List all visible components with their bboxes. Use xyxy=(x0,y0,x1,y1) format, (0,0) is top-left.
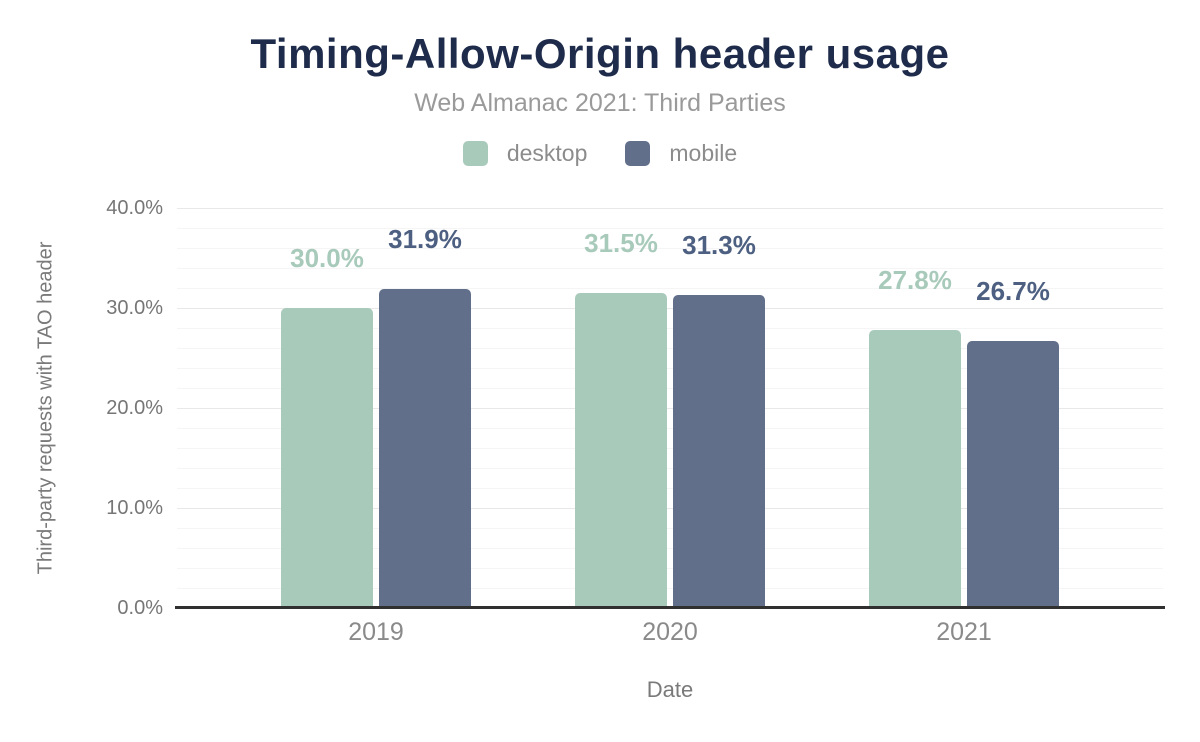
plot-area: 30.0% 31.5% 27.8% 31.9% 31.3% 26.7% xyxy=(177,208,1163,608)
gridline-minor-38 xyxy=(177,228,1163,229)
legend-swatch-mobile xyxy=(625,141,651,166)
chart-subtitle: Web Almanac 2021: Third Parties xyxy=(414,89,786,117)
value-label-mobile-2019: 31.9% xyxy=(388,224,462,254)
value-label-desktop-2019: 30.0% xyxy=(290,243,364,273)
y-tick-100: 10.0% xyxy=(106,497,163,519)
legend-swatch-desktop xyxy=(462,141,488,166)
y-tick-300: 30.0% xyxy=(106,297,163,319)
gridline-minor-26 xyxy=(177,348,1163,349)
bar-mobile-2021 xyxy=(967,341,1059,608)
gridline-minor-12 xyxy=(177,488,1163,489)
gridline-minor-24 xyxy=(177,368,1163,369)
gridline-major-10 xyxy=(177,508,1163,509)
legend-item-desktop: desktop xyxy=(462,140,588,167)
value-label-desktop-2020: 31.5% xyxy=(584,228,658,258)
gridline-major-40 xyxy=(177,208,1163,209)
gridline-minor-28 xyxy=(177,328,1163,329)
gridline-minor-6 xyxy=(177,548,1163,549)
bar-desktop-2019 xyxy=(281,308,373,608)
bar-mobile-2020 xyxy=(673,295,765,608)
x-axis-line xyxy=(175,606,1165,609)
chart-title: Timing-Allow-Origin header usage xyxy=(250,30,950,77)
gridline-minor-8 xyxy=(177,528,1163,529)
legend-label-desktop: desktop xyxy=(506,140,588,166)
y-tick-400: 40.0% xyxy=(106,197,163,219)
gridline-minor-22 xyxy=(177,388,1163,389)
gridline-minor-2 xyxy=(177,588,1163,589)
x-tick-2021: 2021 xyxy=(936,618,992,646)
value-label-desktop-2021: 27.8% xyxy=(878,265,952,295)
value-label-mobile-2021: 26.7% xyxy=(976,276,1050,306)
gridline-minor-16 xyxy=(177,448,1163,449)
gridline-minor-36 xyxy=(177,248,1163,249)
bar-desktop-2021 xyxy=(869,330,961,608)
gridline-major-20 xyxy=(177,408,1163,409)
gridline-minor-18 xyxy=(177,428,1163,429)
value-label-mobile-2020: 31.3% xyxy=(682,230,756,260)
gridline-minor-4 xyxy=(177,568,1163,569)
y-tick-200: 20.0% xyxy=(106,397,163,419)
x-tick-2019: 2019 xyxy=(348,618,404,646)
legend: desktop mobile xyxy=(0,140,1200,167)
bar-desktop-2020 xyxy=(575,293,667,608)
gridline-minor-14 xyxy=(177,468,1163,469)
gridline-minor-32 xyxy=(177,288,1163,289)
bar-mobile-2019 xyxy=(379,289,471,608)
legend-label-mobile: mobile xyxy=(669,140,738,166)
gridline-minor-34 xyxy=(177,268,1163,269)
y-axis-title: Third-party requests with TAO header xyxy=(34,241,57,575)
x-axis-title: Date xyxy=(646,677,694,702)
gridline-major-30 xyxy=(177,308,1163,309)
x-tick-2020: 2020 xyxy=(642,618,698,646)
y-tick-00: 0.0% xyxy=(117,597,163,619)
legend-item-mobile: mobile xyxy=(625,140,737,167)
